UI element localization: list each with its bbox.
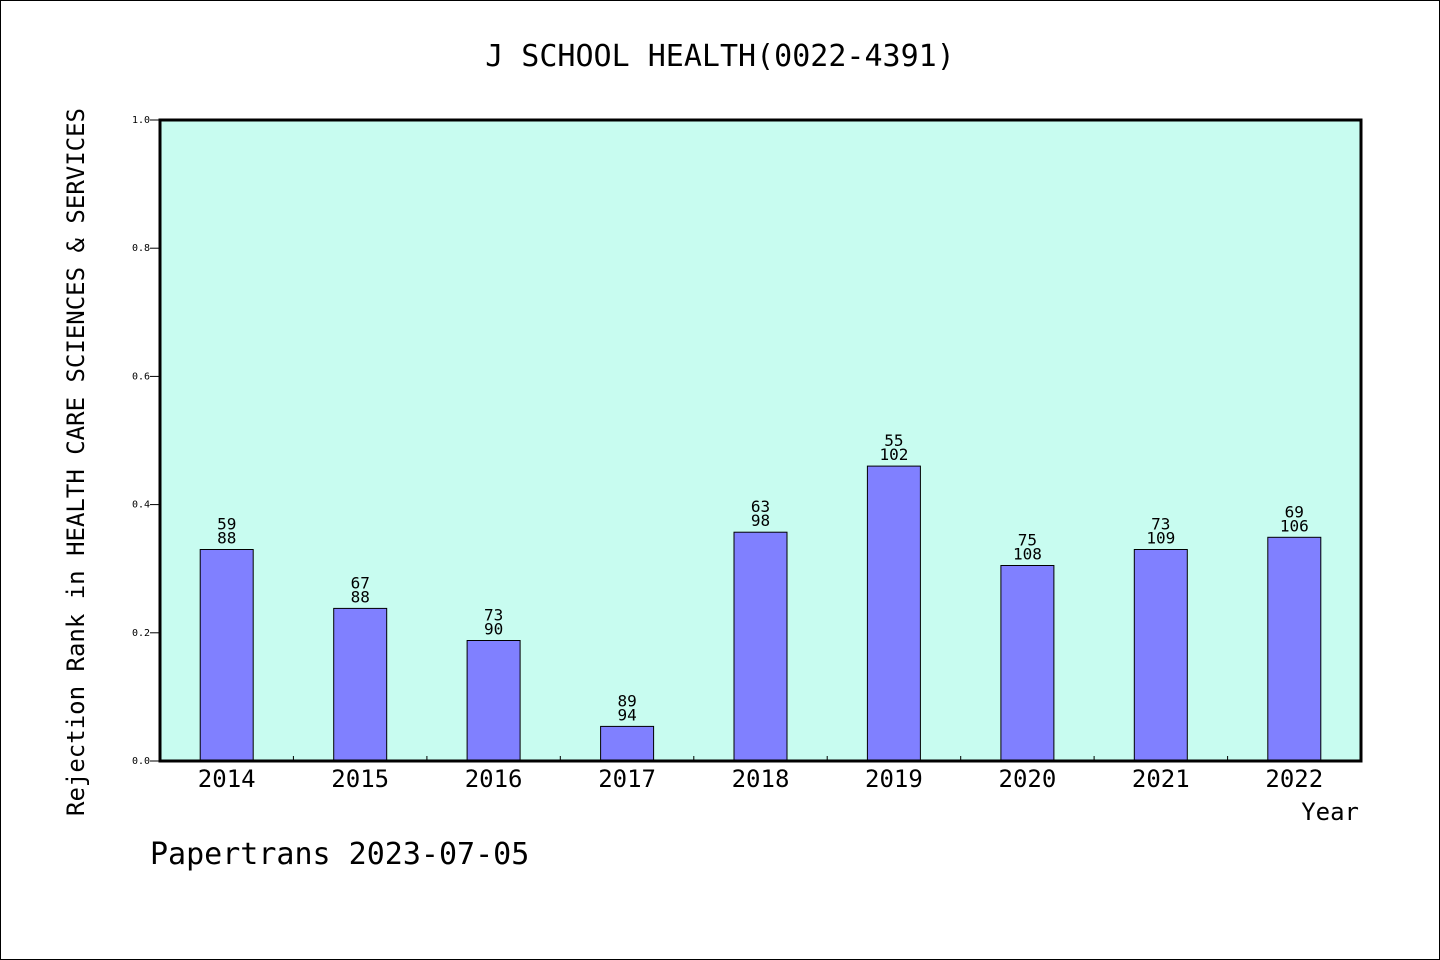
bar-label-top: 73 (484, 606, 503, 625)
x-tick-label: 2014 (198, 765, 256, 793)
x-tick-label: 2022 (1265, 765, 1323, 793)
bar-2014 (199, 549, 254, 762)
bar-2020 (1000, 565, 1055, 762)
bars-group (199, 465, 1322, 762)
bar-label-bottom: 88 (217, 529, 236, 548)
bar-label-bottom: 90 (484, 620, 503, 639)
bar-label-bottom: 88 (351, 587, 370, 606)
bar-2019 (866, 465, 921, 762)
bar-2017 (600, 725, 655, 762)
bar-2022 (1267, 536, 1322, 762)
x-tick-label: 2017 (598, 765, 656, 793)
watermark-text: Papertrans 2023-07-05 (150, 837, 529, 872)
bar-label-bottom: 98 (751, 511, 770, 530)
y-axis: 0.0 0.2 0.4 0.6 0.8 1.0 (132, 115, 160, 767)
bar-label-top: 63 (751, 497, 770, 516)
bar-2016 (466, 640, 521, 762)
x-tick-label: 2021 (1132, 765, 1190, 793)
chart-title: J SCHOOL HEALTH(0022-4391) (485, 39, 955, 74)
x-tick-label: 2020 (999, 765, 1057, 793)
bar-label-top: 75 (1018, 531, 1037, 550)
bar-2021 (1133, 549, 1188, 762)
x-axis-label: Year (1301, 798, 1359, 826)
y-tick-label: 1.0 (132, 115, 150, 126)
bar-label-bottom: 108 (1013, 545, 1042, 564)
bar-label-top: 89 (617, 691, 636, 710)
x-tick-label: 2015 (331, 765, 389, 793)
y-axis-label: Rejection Rank in HEALTH CARE SCIENCES &… (62, 108, 90, 816)
bar-label-top: 67 (351, 573, 370, 592)
bar-label-top: 69 (1285, 502, 1304, 521)
bar-2015 (333, 607, 388, 762)
y-tick-label: 0.6 (132, 371, 150, 382)
bar-2018 (733, 531, 788, 762)
y-tick-label: 0.0 (132, 756, 150, 767)
bar-label-top: 73 (1151, 515, 1170, 534)
bar-label-bottom: 109 (1146, 529, 1175, 548)
y-tick-label: 0.8 (132, 243, 150, 254)
y-tick-label: 0.4 (132, 500, 150, 511)
y-tick-label: 0.2 (132, 628, 150, 639)
plot-border (158, 118, 1363, 763)
bar-label-bottom: 102 (879, 445, 908, 464)
x-axis: 2014 2015 2016 2017 2018 2019 2020 2021 2022 (198, 756, 1323, 793)
bar-label-top: 55 (884, 431, 903, 450)
x-tick-label: 2019 (865, 765, 923, 793)
bar-label-top: 59 (217, 515, 236, 534)
bar-label-bottom: 94 (617, 705, 636, 724)
bar-label-bottom: 106 (1280, 516, 1309, 535)
x-tick-label: 2016 (465, 765, 523, 793)
x-tick-label: 2018 (732, 765, 790, 793)
